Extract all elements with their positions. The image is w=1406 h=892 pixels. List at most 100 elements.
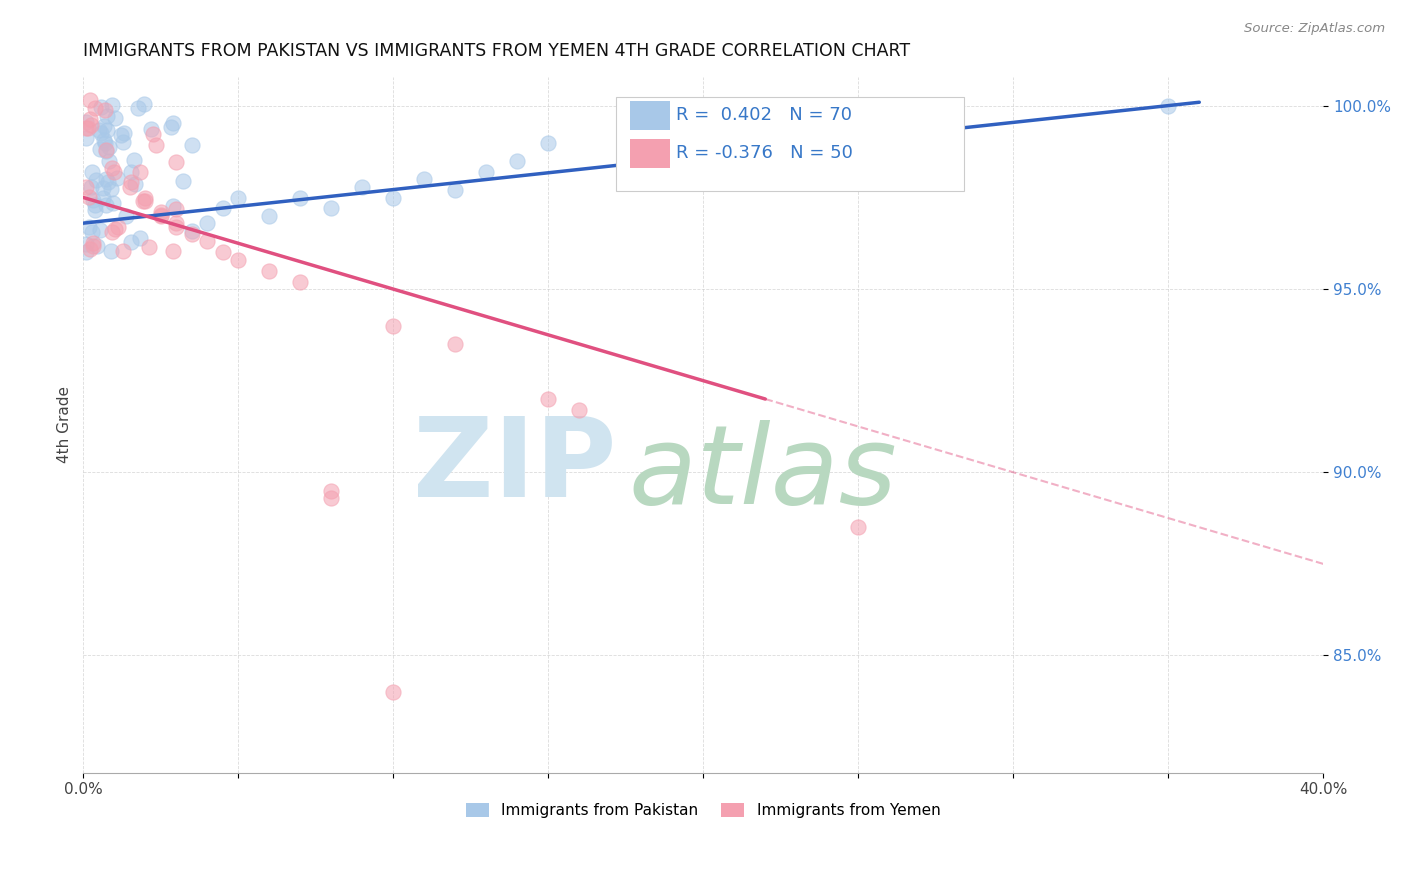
Point — [101, 98, 124, 112]
Point — [138, 240, 160, 254]
Point — [82, 193, 104, 207]
Point — [84, 198, 107, 212]
Point — [127, 101, 149, 115]
Point — [82, 235, 104, 250]
Point — [96, 123, 118, 137]
Text: IMMIGRANTS FROM PAKISTAN VS IMMIGRANTS FROM YEMEN 4TH GRADE CORRELATION CHART: IMMIGRANTS FROM PAKISTAN VS IMMIGRANTS F… — [83, 42, 911, 60]
Point — [118, 179, 141, 194]
Point — [79, 242, 101, 256]
Text: ZIP: ZIP — [413, 413, 616, 520]
Point — [259, 264, 281, 278]
Point — [846, 520, 869, 534]
Point — [86, 239, 108, 253]
Point — [104, 111, 127, 125]
Point — [165, 216, 187, 230]
Point — [537, 392, 560, 406]
Point — [75, 121, 97, 136]
Point — [77, 121, 100, 136]
Point — [149, 209, 172, 223]
Point — [75, 179, 97, 194]
Point — [180, 227, 202, 241]
Point — [444, 183, 467, 197]
Point — [100, 225, 122, 239]
Point — [107, 170, 129, 185]
Point — [96, 109, 118, 123]
Point — [75, 131, 97, 145]
Point — [475, 165, 498, 179]
Point — [139, 122, 162, 136]
Point — [90, 126, 112, 140]
Point — [321, 491, 343, 505]
Point — [91, 181, 114, 195]
Legend: Immigrants from Pakistan, Immigrants from Yemen: Immigrants from Pakistan, Immigrants fro… — [460, 797, 946, 824]
Point — [80, 179, 103, 194]
Point — [94, 136, 117, 151]
Point — [290, 190, 312, 204]
Point — [82, 225, 104, 239]
Point — [93, 119, 115, 133]
Point — [172, 174, 194, 188]
Text: Source: ZipAtlas.com: Source: ZipAtlas.com — [1244, 22, 1385, 36]
FancyBboxPatch shape — [616, 97, 963, 192]
Point — [382, 318, 405, 333]
Point — [290, 275, 312, 289]
Point — [89, 123, 111, 137]
FancyBboxPatch shape — [630, 139, 669, 169]
Point — [114, 209, 136, 223]
Point — [149, 205, 172, 219]
Point — [91, 190, 114, 204]
Point — [165, 202, 187, 216]
Point — [112, 244, 135, 259]
Point — [145, 138, 167, 153]
Point — [89, 142, 111, 156]
Point — [97, 175, 120, 189]
Point — [129, 165, 152, 179]
Point — [321, 483, 343, 498]
Point — [352, 179, 374, 194]
Point — [180, 138, 202, 153]
Point — [568, 403, 591, 417]
Point — [160, 120, 183, 135]
Text: R = -0.376   N = 50: R = -0.376 N = 50 — [676, 145, 853, 162]
Point — [537, 136, 560, 150]
Point — [165, 154, 187, 169]
Point — [75, 115, 97, 129]
Point — [195, 216, 218, 230]
Point — [96, 143, 118, 157]
Point — [79, 93, 101, 107]
Point — [103, 165, 125, 179]
Y-axis label: 4th Grade: 4th Grade — [58, 386, 72, 463]
Point — [104, 222, 127, 236]
Point — [94, 103, 117, 117]
Point — [1157, 99, 1180, 113]
Point — [131, 194, 153, 209]
Point — [413, 172, 436, 186]
Point — [226, 252, 249, 267]
Point — [506, 153, 529, 168]
Point — [128, 231, 150, 245]
FancyBboxPatch shape — [630, 101, 669, 130]
Point — [75, 237, 97, 252]
Point — [120, 175, 142, 189]
Point — [165, 219, 187, 234]
Point — [84, 202, 107, 217]
Point — [75, 245, 97, 260]
Point — [80, 118, 103, 132]
Point — [110, 128, 132, 143]
Point — [120, 165, 142, 179]
Point — [82, 238, 104, 252]
Point — [100, 244, 122, 259]
Point — [101, 195, 124, 210]
Point — [134, 194, 156, 209]
Point — [94, 144, 117, 158]
Point — [211, 245, 233, 260]
Point — [259, 209, 281, 223]
Point — [382, 685, 405, 699]
Point — [77, 190, 100, 204]
Point — [321, 202, 343, 216]
Point — [98, 140, 121, 154]
Point — [132, 97, 155, 112]
Point — [84, 173, 107, 187]
Point — [134, 190, 156, 204]
Point — [195, 235, 218, 249]
